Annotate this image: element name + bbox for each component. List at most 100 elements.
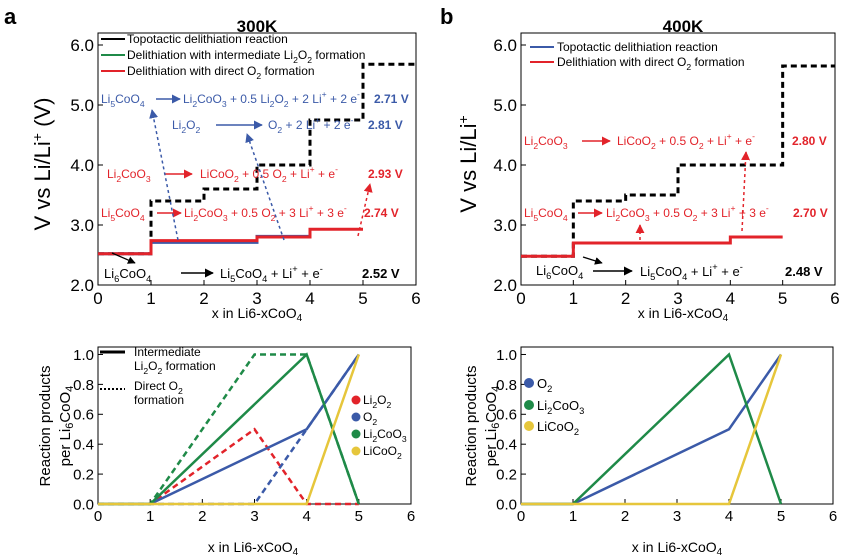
- b-bottom-x-tick-label: 5: [777, 508, 785, 525]
- b-bottom-y-tick-label: 0.4: [496, 437, 517, 454]
- a-top-x-tick-label: 4: [305, 289, 314, 308]
- a-annotation-voltage: 2.71 V: [374, 92, 409, 106]
- a-top-y-tick-label: 6.0: [70, 36, 94, 55]
- a-top-x-tick-label: 2: [199, 289, 208, 308]
- a-annotation-products: Li2CoO3 + 0.5 O2 + 3 Li+ + 3 e-: [184, 203, 347, 223]
- a-bottom-legend-label: Li2O2: [363, 393, 391, 410]
- a-annotation-voltage: 2.93 V: [368, 167, 403, 181]
- b-top-y-tick-label: 4.0: [493, 156, 517, 175]
- a-annotation-voltage: 2.74 V: [364, 206, 399, 220]
- a-bottom-x-tick-label: 6: [407, 508, 415, 525]
- b-bottom-legend-dot: [524, 378, 534, 388]
- a-top-x-tick-label: 5: [358, 289, 367, 308]
- b-top-x-tick-label: 5: [778, 289, 787, 308]
- b-bottom-x-tick-label: 1: [569, 508, 577, 525]
- b-bottom-x-label: x in Li6-xCoO4: [632, 539, 723, 558]
- b-bottom-x-tick-label: 2: [621, 508, 629, 525]
- a-bottom-x-tick-label: 0: [94, 508, 102, 525]
- b-bottom-y-tick-label: 0.8: [496, 377, 517, 394]
- a-pointer-arrow: [357, 183, 373, 237]
- a-topotactic-pointer: [111, 252, 136, 264]
- a-y-axis-label: V vs Li/Li+ (V): [29, 98, 55, 231]
- b-bottom-y-tick-label: 1.0: [496, 347, 517, 364]
- b-bottom-legend-label: LiCoO2: [537, 419, 579, 437]
- b-annotation-products: Li2CoO3 + 0.5 O2 + 3 Li+ + 3 e-: [606, 203, 769, 223]
- b-top-plot-frame: [520, 32, 836, 286]
- b-top-x-tick-label: 1: [569, 289, 578, 308]
- b-bottom-y-label-line1: Reaction products: [463, 366, 480, 487]
- b-annotation-products: LiCoO2 + 0.5 O2 + Li+ + e-: [617, 131, 755, 151]
- b-topotactic-pointer: [582, 256, 603, 265]
- a-pointer-arrow: [149, 109, 179, 241]
- a-bottom-series-licoo2: [98, 354, 361, 506]
- a-annotation-products: O2 + 2 Li+ + 2 e-: [268, 115, 354, 135]
- b-annotation-voltage: 2.70 V: [793, 206, 828, 220]
- a-annotation-products: Li2CoO3 + 0.5 Li2O2 + 2 Li+ + 2 e-: [183, 89, 360, 109]
- a-bottom-y-tick-label: 0.8: [73, 377, 94, 394]
- b-top-y-tick-label: 3.0: [493, 216, 517, 235]
- panel-b-voltage: b 400K V vs Li/Li+ x in Li6-xCoO4 0 1 2 3 4 5…: [440, 4, 840, 324]
- a-bottom-x-tick-label: 3: [250, 508, 258, 525]
- b-topotactic-voltage: 2.48 V: [785, 264, 823, 279]
- a-bottom-y-tick-label: 0.4: [73, 437, 94, 454]
- b-top-series-topotactic-delithiation-reaction: [521, 64, 835, 258]
- a-bottom-legend-label: Li2CoO3: [363, 427, 407, 444]
- a-bottom-legend-label: LiCoO2: [363, 444, 402, 461]
- a-top-x-tick-label: 1: [146, 289, 155, 308]
- b-bottom-legend-dot: [524, 400, 534, 410]
- a-bottom-legend-dot: [351, 395, 361, 405]
- a-bottom-style-legend-label: Intermediate: [134, 345, 201, 359]
- a-bottom-legend-dot: [351, 446, 361, 456]
- a-legend-label: Topotactic delithiation reaction: [127, 32, 288, 46]
- b-y-axis-label: V vs Li/Li+: [455, 115, 481, 212]
- a-x-axis-label: x in Li6-xCoO4: [212, 305, 303, 324]
- panel-b-title: 400K: [663, 17, 704, 36]
- a-bottom-y-tick-label: 0.0: [73, 496, 94, 513]
- b-bottom-y-tick-label: 0.6: [496, 407, 517, 424]
- b-top-y-tick-label: 2.0: [493, 276, 517, 295]
- a-pointer-arrow: [245, 133, 285, 241]
- a-top-x-tick-label: 6: [411, 289, 420, 308]
- panel-a-title: 300K: [237, 17, 278, 36]
- a-top-y-tick-label: 4.0: [70, 156, 94, 175]
- a-top-x-tick-label: 3: [252, 289, 261, 308]
- a-bottom-style-legend-label: Li2O2 formation: [134, 359, 216, 376]
- b-annotation-reactant: Li2CoO3: [524, 134, 568, 151]
- a-top-y-tick-label: 2.0: [70, 276, 94, 295]
- panel-a-voltage: a 300K V vs Li/Li+ (V) x in Li6-xCoO4 0 1…: [4, 4, 421, 324]
- a-bottom-y-label-line2: per Li6CoO4: [57, 386, 76, 467]
- b-bottom-x-tick-label: 6: [829, 508, 837, 525]
- b-top-x-tick-label: 3: [673, 289, 682, 308]
- a-bottom-y-tick-label: 1.0: [73, 347, 94, 364]
- a-annotation-voltage: 2.81 V: [368, 118, 403, 132]
- b-top-x-tick-label: 2: [621, 289, 630, 308]
- b-bottom-x-tick-label: 0: [517, 508, 525, 525]
- a-top-series-delithiation-with-direct-o2-formation: [98, 227, 363, 256]
- panel-a-products: Reaction products per Li6CoO4 x in Li6-x…: [37, 345, 415, 558]
- b-annotation-voltage: 2.80 V: [792, 134, 827, 148]
- b-pointer-arrow: [741, 151, 751, 232]
- a-annotation-products: LiCoO2 + 0.5 O2 + Li+ + e-: [200, 164, 338, 184]
- a-annotation-reactant: Li5CoO4: [101, 92, 145, 109]
- a-annotation-reactant: Li2CoO3: [107, 167, 151, 184]
- a-legend-label: Delithiation with direct O2 formation: [127, 64, 315, 81]
- b-bottom-legend-label: O2: [537, 376, 552, 394]
- b-top-x-tick-label: 4: [726, 289, 735, 308]
- a-top-series-topotactic-delithiation-reaction: [98, 62, 416, 256]
- b-annotation-reactant: Li5CoO4: [524, 206, 568, 223]
- a-top-y-tick-label: 5.0: [70, 96, 94, 115]
- b-bottom-y-tick-label: 0.0: [496, 496, 517, 513]
- b-top-x-tick-label: 6: [830, 289, 839, 308]
- a-bottom-x-tick-label: 5: [355, 508, 363, 525]
- panel-b-products: Reaction products per Li6CoO4 x in Li6-x…: [463, 346, 837, 558]
- a-bottom-style-legend-label: formation: [134, 393, 184, 407]
- a-bottom-y-label-line1: Reaction products: [37, 366, 54, 487]
- a-bottom-legend-dot: [351, 412, 361, 422]
- a-legend-label: Delithiation with intermediate Li2O2 for…: [127, 48, 365, 65]
- a-top-y-tick-label: 3.0: [70, 216, 94, 235]
- b-top-y-tick-label: 5.0: [493, 96, 517, 115]
- b-legend-label: Delithiation with direct O2 formation: [557, 55, 745, 72]
- a-topotactic-reactant: Li6CoO4: [104, 266, 151, 284]
- b-bottom-legend-label: Li2CoO3: [537, 398, 584, 416]
